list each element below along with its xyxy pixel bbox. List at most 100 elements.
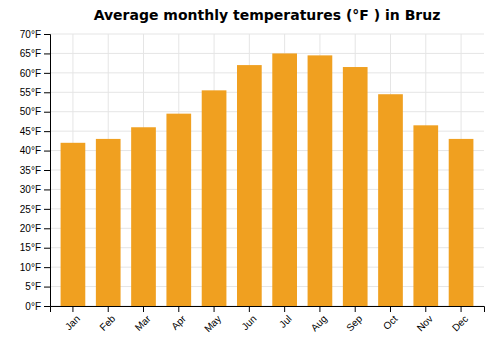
tick: 25°F: [20, 204, 50, 215]
tick-mark: [44, 112, 50, 113]
tick-mark: [44, 131, 50, 132]
tick-label: 30°F: [20, 184, 41, 195]
tick: Jan: [63, 306, 82, 332]
bar: [272, 53, 297, 306]
tick-label: 15°F: [20, 242, 41, 253]
grid-line: [50, 111, 484, 112]
tick: 50°F: [20, 106, 50, 117]
tick: Jul: [277, 306, 294, 330]
tick-mark: [44, 92, 50, 93]
bars: [61, 53, 474, 306]
tick: 30°F: [20, 184, 50, 195]
tick-mark: [44, 53, 50, 54]
tick: Apr: [169, 306, 188, 332]
tick: 60°F: [20, 68, 50, 79]
tick-label: Apr: [169, 313, 188, 332]
tick-label: Sep: [344, 313, 365, 334]
tick-label: Jun: [239, 313, 258, 332]
tick-mark: [355, 306, 356, 312]
tick-mark: [44, 209, 50, 210]
tick-mark: [44, 151, 50, 152]
tick: 65°F: [20, 48, 50, 59]
grid-line: [50, 92, 484, 93]
tick-mark: [44, 306, 50, 307]
tick: 20°F: [20, 223, 50, 234]
tick: 40°F: [20, 145, 50, 156]
tick-mark: [44, 170, 50, 171]
grid-line: [50, 34, 484, 35]
tick-label: Mar: [133, 313, 153, 333]
bar: [61, 143, 86, 306]
tick-label: Aug: [309, 313, 329, 333]
tick: 70°F: [20, 29, 50, 40]
tick-mark: [108, 306, 109, 312]
tick-label: 65°F: [20, 48, 41, 59]
bar: [413, 125, 438, 306]
tick-mark: [178, 306, 179, 312]
tick-label: May: [202, 313, 223, 334]
tick-mark: [249, 306, 250, 312]
tick-mark: [44, 248, 50, 249]
tick: 15°F: [20, 242, 50, 253]
bar: [343, 67, 368, 306]
plot-area: 0°F 5°F 10°F 15°F 20°F 25°F 30°F 35°F 40°F 45°F 50…: [20, 29, 485, 335]
y-axis: 0°F 5°F 10°F 15°F 20°F 25°F 30°F 35°F 40°F 45°F 50…: [20, 29, 51, 312]
tick-label: 35°F: [20, 165, 41, 176]
tick-mark: [44, 228, 50, 229]
tick: Jun: [239, 306, 258, 332]
bar: [131, 127, 156, 306]
tick-mark: [461, 306, 462, 312]
tick: May: [202, 306, 223, 334]
tick-label: 20°F: [20, 223, 41, 234]
tick-mark: [44, 267, 50, 268]
tick-label: 45°F: [20, 126, 41, 137]
tick-mark: [319, 306, 320, 312]
tick-label: 0°F: [25, 301, 41, 312]
chart: 0°F 5°F 10°F 15°F 20°F 25°F 30°F 35°F 40°F 45°F 50…: [0, 0, 500, 350]
tick: Mar: [133, 306, 153, 333]
tick: 10°F: [20, 262, 50, 273]
title: Average monthly temperatures (°F ) in Br…: [94, 7, 441, 23]
bar: [166, 114, 191, 306]
bar: [237, 65, 262, 306]
tick-mark: [143, 306, 144, 312]
tick-mark: [214, 306, 215, 312]
tick-label: Oct: [381, 313, 400, 332]
x-axis: Jan Feb Mar Apr May Jun Jul Aug Sep Oct Nov Dec: [51, 306, 485, 334]
tick: Sep: [344, 306, 365, 333]
axis-line: [44, 35, 51, 307]
tick-label: Feb: [97, 313, 117, 333]
grid-line: [50, 72, 484, 73]
tick-label: 60°F: [20, 68, 41, 79]
tick: Aug: [309, 306, 329, 333]
tick: Feb: [97, 306, 117, 333]
tick-label: Jul: [277, 313, 294, 330]
tick-mark: [44, 287, 50, 288]
tick-label: 50°F: [20, 106, 41, 117]
bar: [378, 94, 403, 306]
tick-mark: [284, 306, 285, 312]
tick-label: Nov: [415, 313, 435, 333]
bar: [202, 90, 227, 306]
grid: [50, 34, 484, 306]
tick-label: Jan: [63, 313, 82, 332]
tick-label: 10°F: [20, 262, 41, 273]
tick-label: 40°F: [20, 145, 41, 156]
tick: Nov: [415, 306, 435, 333]
tick-label: Dec: [450, 313, 470, 333]
tick: 35°F: [20, 165, 50, 176]
tick-mark: [44, 189, 50, 190]
tick: 5°F: [25, 281, 50, 292]
tick-label: 5°F: [25, 281, 41, 292]
tick-mark: [72, 306, 73, 312]
tick: 45°F: [20, 126, 50, 137]
grid-line: [50, 53, 484, 54]
tick: 0°F: [25, 301, 50, 312]
tick-mark: [390, 306, 391, 312]
tick-mark: [425, 306, 426, 312]
axis-line: [51, 307, 485, 313]
tick-mark: [44, 34, 50, 35]
bar: [449, 139, 474, 306]
tick-label: 70°F: [20, 29, 41, 40]
tick: 55°F: [20, 87, 50, 98]
